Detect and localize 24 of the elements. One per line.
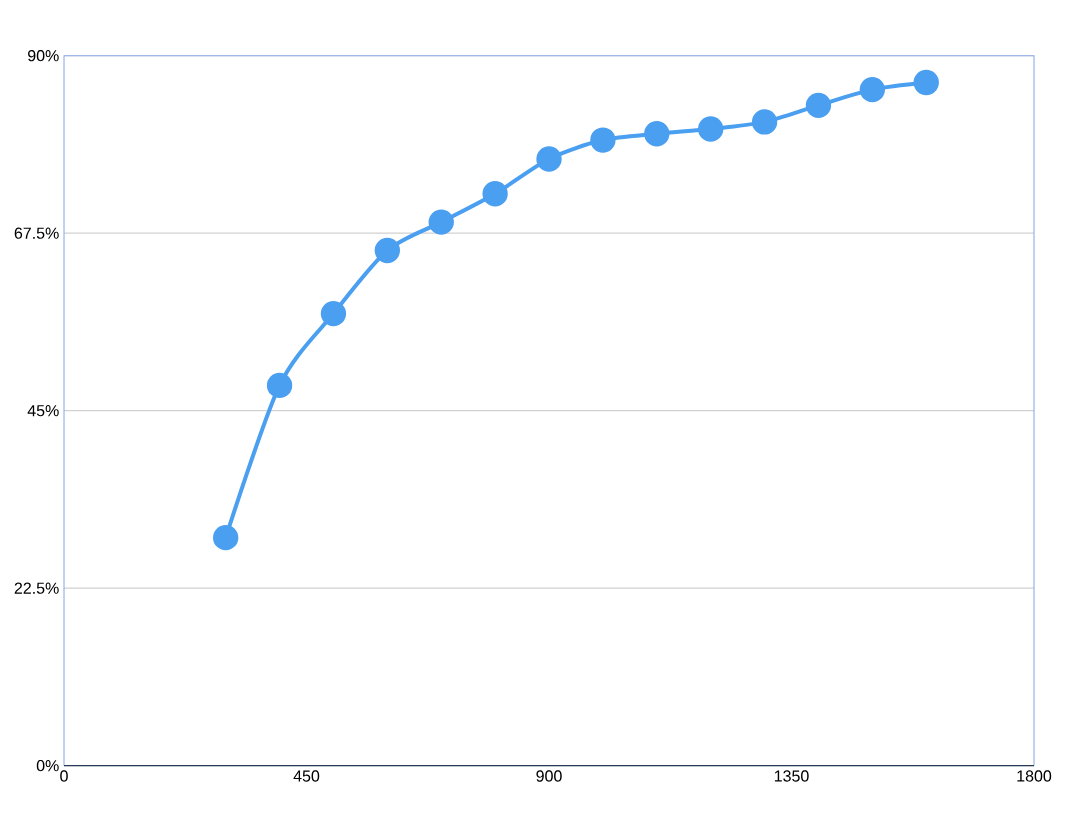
point — [266, 372, 293, 399]
x-tick-label: 900 — [536, 770, 562, 782]
point — [320, 300, 347, 327]
point — [644, 121, 670, 147]
x-tick-label: 0 — [60, 770, 68, 782]
y-tick-label: 45% — [27, 405, 59, 417]
x-tick-label: 450 — [293, 770, 320, 782]
point — [590, 127, 616, 153]
point — [805, 92, 832, 119]
point — [859, 76, 886, 103]
point — [536, 146, 562, 172]
point — [482, 181, 508, 207]
point — [698, 116, 724, 142]
point — [213, 525, 239, 551]
x-tick-label: 1350 — [774, 770, 809, 782]
point — [913, 69, 939, 96]
point — [428, 209, 454, 235]
y-tick-label: 22.5% — [14, 582, 59, 594]
point — [374, 237, 401, 264]
y-tick-label: 0% — [36, 759, 59, 772]
point — [751, 109, 778, 135]
y-tick-label: 67.5% — [14, 227, 59, 239]
y-tick-label: 90% — [28, 50, 59, 62]
x-tick-label: 1800 — [1017, 770, 1052, 782]
